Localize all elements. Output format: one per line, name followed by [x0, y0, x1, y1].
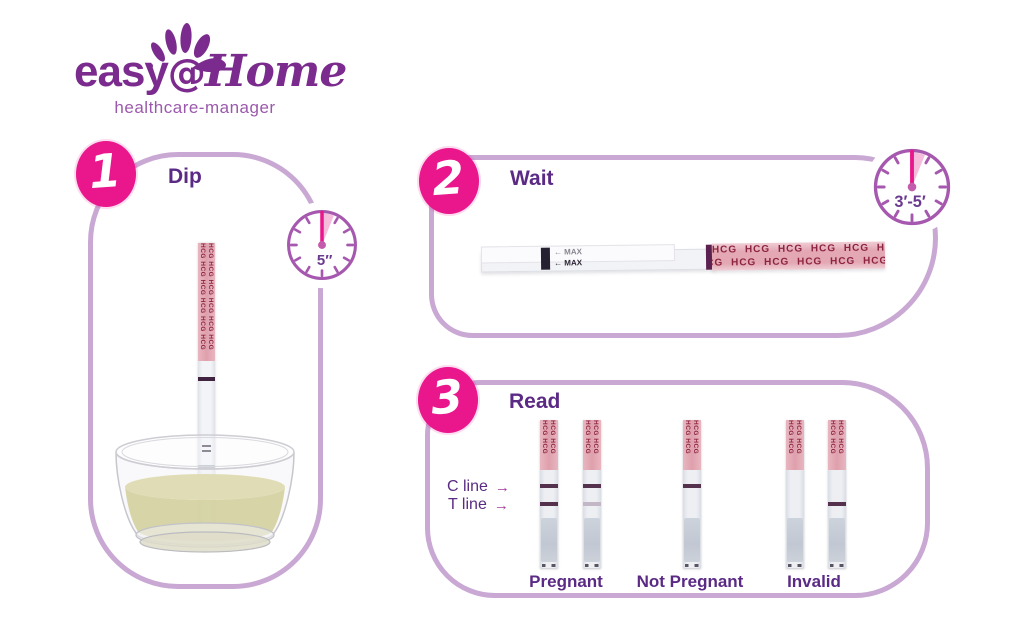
result-label-invalid: Invalid	[787, 572, 841, 591]
test-strip-vertical: HCG HCG HCG HCG HCG HCG HCG HCG HCG HCG H…	[198, 243, 215, 523]
c-line	[540, 484, 558, 488]
timer1-value: 5″	[317, 252, 332, 269]
hcg-pattern: HCG HCG HCG HCG HCG HCG HCG HCG HCG HCG …	[711, 241, 886, 271]
result-label-pregnant: Pregnant	[529, 572, 603, 591]
brand-at-icon: @	[167, 51, 206, 95]
max-labels: ← MAX ← MAX	[554, 246, 582, 268]
max-mark	[202, 450, 211, 452]
brand-name: easy@Home	[74, 46, 347, 97]
brand-logo: easy@Home healthcare-manager	[70, 14, 347, 117]
c-line	[583, 484, 601, 488]
step3-badge: 3	[418, 367, 478, 433]
step3-label: Read	[509, 390, 561, 413]
strip-band	[198, 465, 215, 469]
max-fill-line	[198, 377, 215, 381]
step1-number: 1	[87, 142, 123, 200]
t-line	[583, 502, 601, 506]
liquid-surface	[125, 474, 285, 500]
t-line	[828, 502, 846, 506]
cup-rim	[115, 434, 295, 470]
urine-cup	[115, 434, 295, 553]
c-line-legend: C line →	[447, 478, 510, 496]
step2-badge: 2	[419, 148, 479, 214]
c-line-label: C line	[447, 478, 488, 495]
arrow-right-icon: →	[494, 478, 510, 496]
arrow-right-icon: →	[493, 496, 509, 514]
brand-home: Home	[204, 46, 347, 97]
max-bar	[540, 247, 551, 270]
step3-number: 3	[429, 368, 465, 426]
step1-badge: 1	[76, 141, 136, 207]
t-line-legend: T line →	[448, 496, 509, 514]
hcg-pattern: HCG HCG HCG HCG HCG HCG HCG HCG HCG HCG H…	[198, 243, 215, 361]
timer2-value: 3′-5′	[894, 193, 925, 211]
step1-label: Dip	[168, 165, 202, 188]
t-line	[540, 502, 558, 506]
max-label: ← MAX	[554, 258, 583, 268]
test-strip-horizontal: ← MAX ← MAX HCG HCG HCG HCG HCG HCG HCG …	[480, 241, 886, 274]
max-mark	[202, 445, 211, 447]
step2-label: Wait	[510, 167, 554, 190]
logo-splash-icon	[147, 23, 226, 73]
max-label: ← MAX	[553, 247, 582, 257]
timer-3-5-minutes-icon: 3′-5′	[864, 139, 960, 235]
step2-number: 2	[430, 149, 466, 207]
brand-easy: easy	[74, 47, 169, 96]
c-line	[683, 484, 701, 488]
result-label-not-pregnant: Not Pregnant	[636, 572, 744, 591]
timer-5-seconds-icon: 5″	[278, 201, 366, 289]
t-line-label: T line	[448, 496, 487, 513]
brand-tagline: healthcare-manager	[114, 98, 276, 117]
